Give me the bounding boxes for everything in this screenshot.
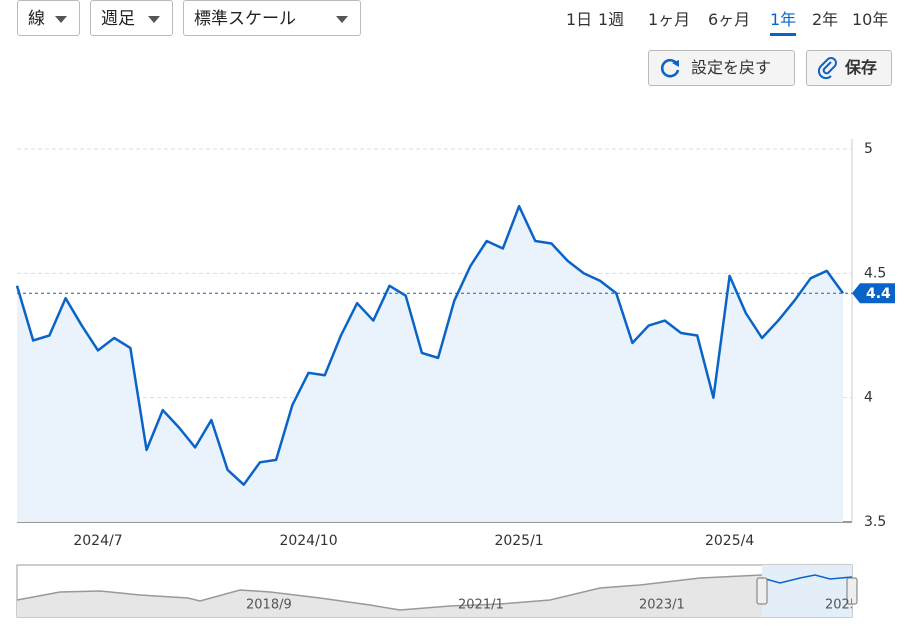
y-tick-label: 4 bbox=[864, 390, 873, 406]
current-label: 4.4 bbox=[866, 286, 891, 302]
navigator-label: 2025 bbox=[825, 598, 858, 613]
y-tick-label: 5 bbox=[864, 141, 873, 157]
range-tab[interactable]: 10年 bbox=[852, 10, 889, 29]
dropdown-label: 標準スケール bbox=[194, 9, 296, 29]
save-button[interactable]: 保存 bbox=[806, 50, 892, 86]
navigator-label: 2023/1 bbox=[639, 598, 685, 613]
navigator-selected-line bbox=[761, 574, 853, 584]
interval-dropdown[interactable]: 週足 bbox=[90, 0, 173, 36]
current-tag bbox=[852, 283, 895, 304]
clip-icon bbox=[817, 57, 837, 80]
line bbox=[15, 204, 845, 486]
navigator-handle[interactable] bbox=[756, 577, 768, 605]
dropdown-label: 週足 bbox=[101, 9, 135, 29]
x-tick-label: 2025/4 bbox=[705, 533, 754, 549]
range-tab[interactable]: 2年 bbox=[812, 10, 839, 29]
y-tick-label: 3.5 bbox=[864, 514, 886, 530]
range-tab[interactable]: 1年 bbox=[770, 6, 797, 36]
range-tab[interactable]: 6ヶ月 bbox=[708, 10, 751, 29]
navigator-line bbox=[16, 574, 763, 611]
scale-dropdown[interactable]: 標準スケール bbox=[183, 0, 361, 36]
reset-icon bbox=[660, 58, 680, 78]
button-label: 保存 bbox=[845, 58, 878, 77]
x-tick-label: 2024/10 bbox=[279, 533, 337, 549]
navigator-selection[interactable] bbox=[762, 565, 852, 617]
navigator-label: 2018/9 bbox=[246, 598, 292, 613]
navigator-handle[interactable] bbox=[846, 577, 858, 605]
range-tab[interactable]: 1ヶ月 bbox=[648, 10, 691, 29]
x-tick-label: 2024/7 bbox=[73, 533, 122, 549]
navigator-area bbox=[17, 575, 762, 617]
range-tab[interactable]: 1週 bbox=[598, 10, 625, 29]
x-tick-label: 2025/1 bbox=[494, 533, 543, 549]
reset-button[interactable]: 設定を戻す bbox=[648, 50, 795, 86]
navigator-label: 2021/1 bbox=[458, 598, 504, 613]
range-tab[interactable]: 1日 bbox=[566, 10, 593, 29]
chart-type-dropdown[interactable]: 線 bbox=[17, 0, 80, 36]
y-tick-label: 4.5 bbox=[864, 265, 886, 281]
button-label: 設定を戻す bbox=[691, 58, 772, 77]
area bbox=[17, 206, 843, 522]
dropdown-label: 線 bbox=[28, 9, 45, 29]
